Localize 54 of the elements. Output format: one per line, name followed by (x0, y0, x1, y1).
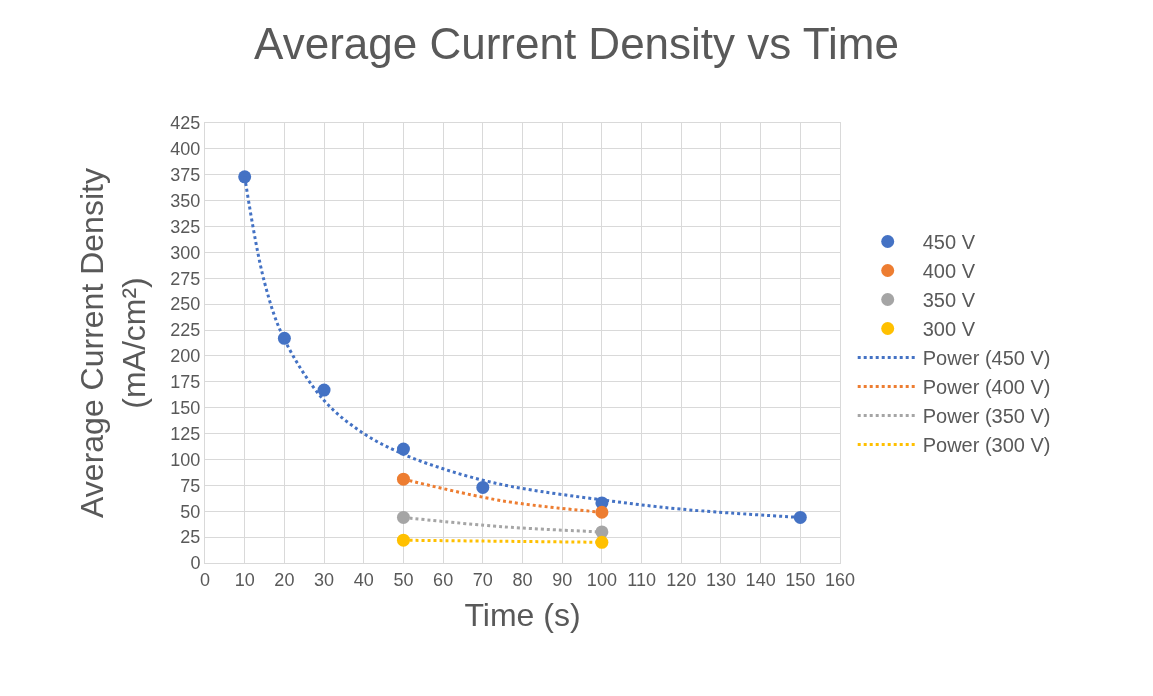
y-tick-label: 125 (170, 423, 201, 444)
x-tick-label: 10 (234, 569, 255, 590)
y-tick-label: 275 (170, 268, 201, 289)
y-tick-label: 200 (170, 346, 201, 367)
y-tick-label: 350 (170, 190, 201, 211)
x-tick-label: 20 (274, 569, 295, 590)
legend-label: 350 V (922, 289, 976, 312)
x-tick-label: 130 (705, 569, 736, 590)
legend-label: Power (300 V) (922, 434, 1051, 457)
y-tick-label: 100 (170, 449, 201, 470)
y-tick-label: 50 (180, 501, 201, 522)
point (238, 170, 252, 184)
x-tick-label: 110 (627, 569, 656, 590)
x-axis-title: Time (s) (464, 597, 581, 634)
x-tick-label: 140 (745, 569, 776, 590)
x-tick-label: 80 (512, 569, 533, 590)
point (595, 505, 609, 519)
x-tick-label: 60 (433, 569, 454, 590)
legend-label: 400 V (922, 260, 976, 283)
y-tick-label: 25 (180, 527, 201, 548)
point (396, 472, 410, 486)
legend-label: Power (450 V) (922, 347, 1051, 370)
legend-label: Power (400 V) (922, 376, 1051, 399)
y-tick-label: 250 (170, 294, 201, 315)
x-tick-label: 120 (666, 569, 697, 590)
y-axis-title: Average Current Density (mA/cm²) (74, 168, 152, 518)
point (595, 535, 609, 549)
x-tick-label: 90 (552, 569, 573, 590)
y-tick-label: 225 (170, 320, 201, 341)
legend-label: 300 V (922, 318, 976, 341)
y-tick-label: 300 (170, 242, 201, 263)
y-tick-label: 400 (170, 139, 201, 160)
x-tick-label: 30 (314, 569, 335, 590)
point (476, 480, 490, 494)
legend-label: Power (350 V) (922, 405, 1051, 428)
y-tick-label: 0 (190, 553, 201, 574)
y-tick-label: 325 (170, 216, 201, 237)
y-tick-label: 175 (170, 372, 201, 393)
point (396, 510, 410, 524)
legend-label: 450 V (922, 231, 976, 254)
y-tick-label: 425 (170, 113, 201, 134)
point (396, 533, 410, 547)
x-tick-label: 70 (472, 569, 493, 590)
point (317, 383, 331, 397)
x-tick-label: 150 (785, 569, 816, 590)
y-tick-label: 75 (180, 475, 201, 496)
x-tick-label: 50 (393, 569, 414, 590)
x-tick-label: 40 (353, 569, 374, 590)
chart-title: Average Current Density vs Time (254, 18, 899, 68)
x-tick-label: 160 (824, 569, 856, 590)
y-tick-label: 150 (170, 398, 201, 419)
point (793, 510, 807, 524)
y-tick-label: 375 (170, 165, 201, 186)
x-tick-label: 100 (586, 569, 617, 590)
